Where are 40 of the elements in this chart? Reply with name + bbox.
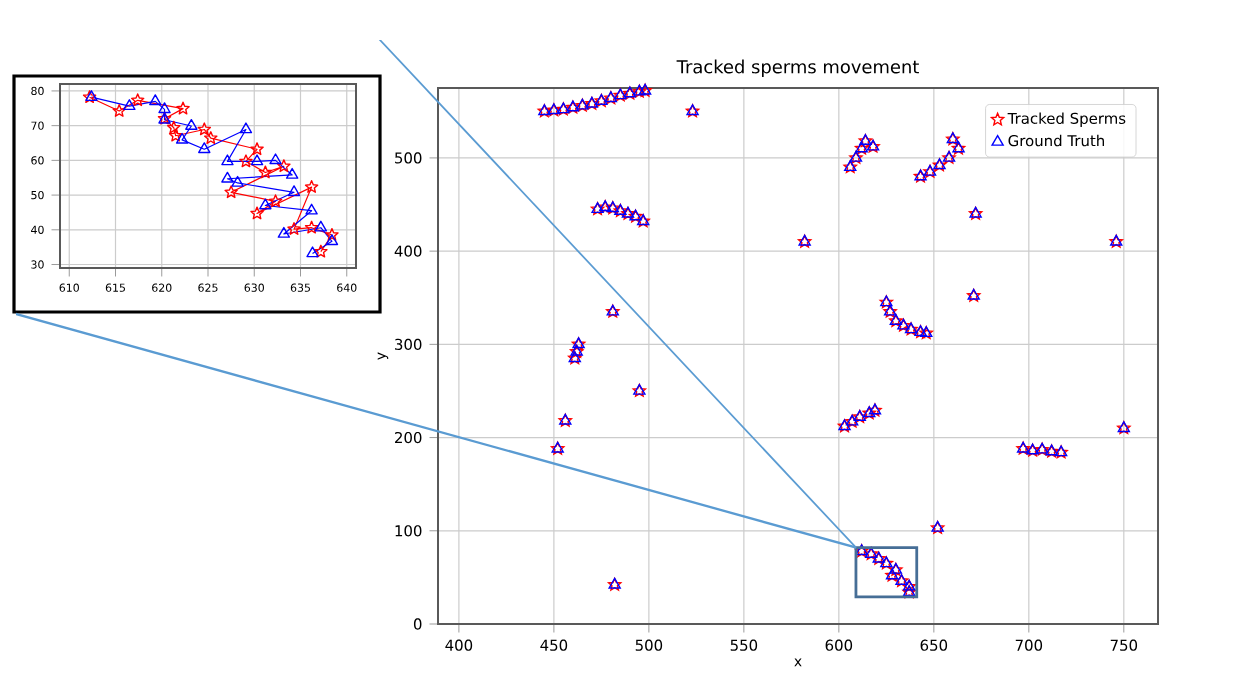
point [185,118,198,130]
point [269,153,282,165]
point [305,203,318,215]
point [314,244,328,258]
point [277,226,291,238]
point [287,222,301,235]
point [175,132,189,144]
point [149,94,162,106]
point [250,154,264,166]
point [197,122,212,136]
point [158,102,171,114]
point [198,142,211,154]
point [239,154,253,168]
point [250,206,264,220]
point [204,131,218,144]
point [325,227,339,241]
point [304,220,319,234]
point [231,175,244,187]
point [123,99,136,111]
point [306,246,319,258]
point [287,185,301,197]
point [112,103,126,117]
point [268,194,283,208]
point [325,234,339,246]
point [259,198,272,210]
point [130,93,145,107]
point [258,165,273,179]
point [304,180,319,193]
point [224,185,238,199]
chart-title: Tracked sperms movement [676,59,919,77]
point [250,142,264,156]
point [168,128,183,142]
point [176,101,190,115]
point [285,167,299,179]
point [314,220,328,232]
point [239,122,253,134]
point [221,171,234,183]
point [221,154,234,166]
point [167,120,181,134]
point [277,159,291,173]
